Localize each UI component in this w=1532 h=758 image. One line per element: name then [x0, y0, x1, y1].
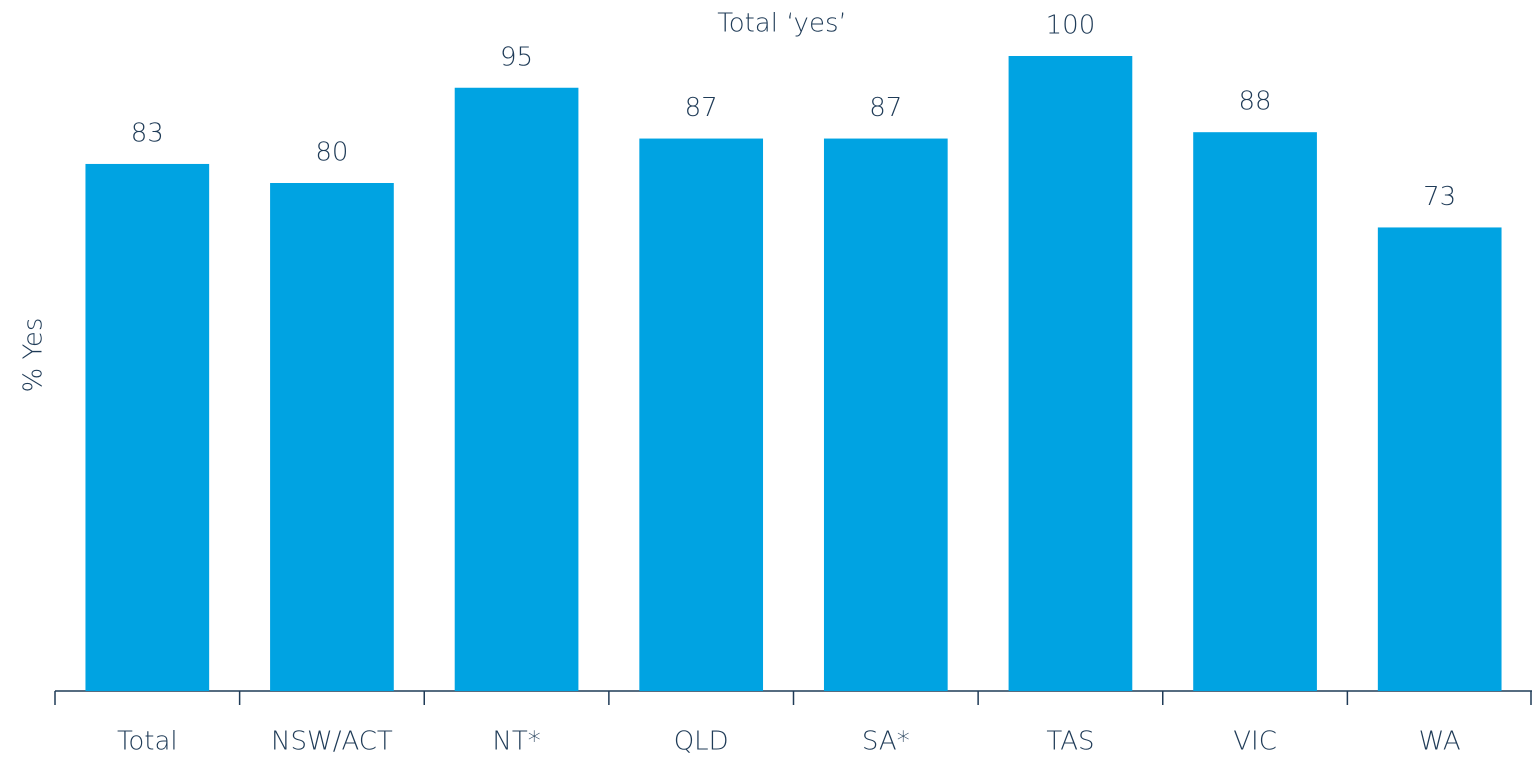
x-tick-label: TAS: [1046, 727, 1094, 757]
x-tick-label: SA*: [862, 727, 910, 757]
data-label: 87: [685, 93, 718, 123]
bar: [1377, 227, 1502, 691]
x-tick-label: WA: [1419, 727, 1461, 757]
y-axis-label: % Yes: [19, 318, 49, 393]
bar: [85, 163, 210, 691]
data-label: 87: [869, 93, 902, 123]
data-label: 95: [500, 42, 533, 72]
x-tick-label: NT*: [492, 727, 540, 757]
data-label: 73: [1423, 182, 1456, 212]
x-tick-label: NSW/ACT: [271, 727, 393, 757]
bar: [1193, 132, 1317, 691]
bar: [639, 138, 764, 692]
x-tick-label: Total: [117, 727, 178, 757]
data-label: 88: [1239, 87, 1272, 117]
chart-title: Total ‘yes’: [717, 9, 847, 39]
bar: [823, 138, 948, 692]
bar: [454, 87, 579, 691]
x-tick-label: VIC: [1233, 727, 1277, 757]
data-label: 80: [315, 138, 348, 168]
data-label: 100: [1046, 11, 1096, 41]
bar: [270, 183, 394, 691]
bar: [1008, 56, 1133, 691]
data-label: 83: [131, 118, 164, 148]
x-tick-label: QLD: [674, 727, 729, 757]
